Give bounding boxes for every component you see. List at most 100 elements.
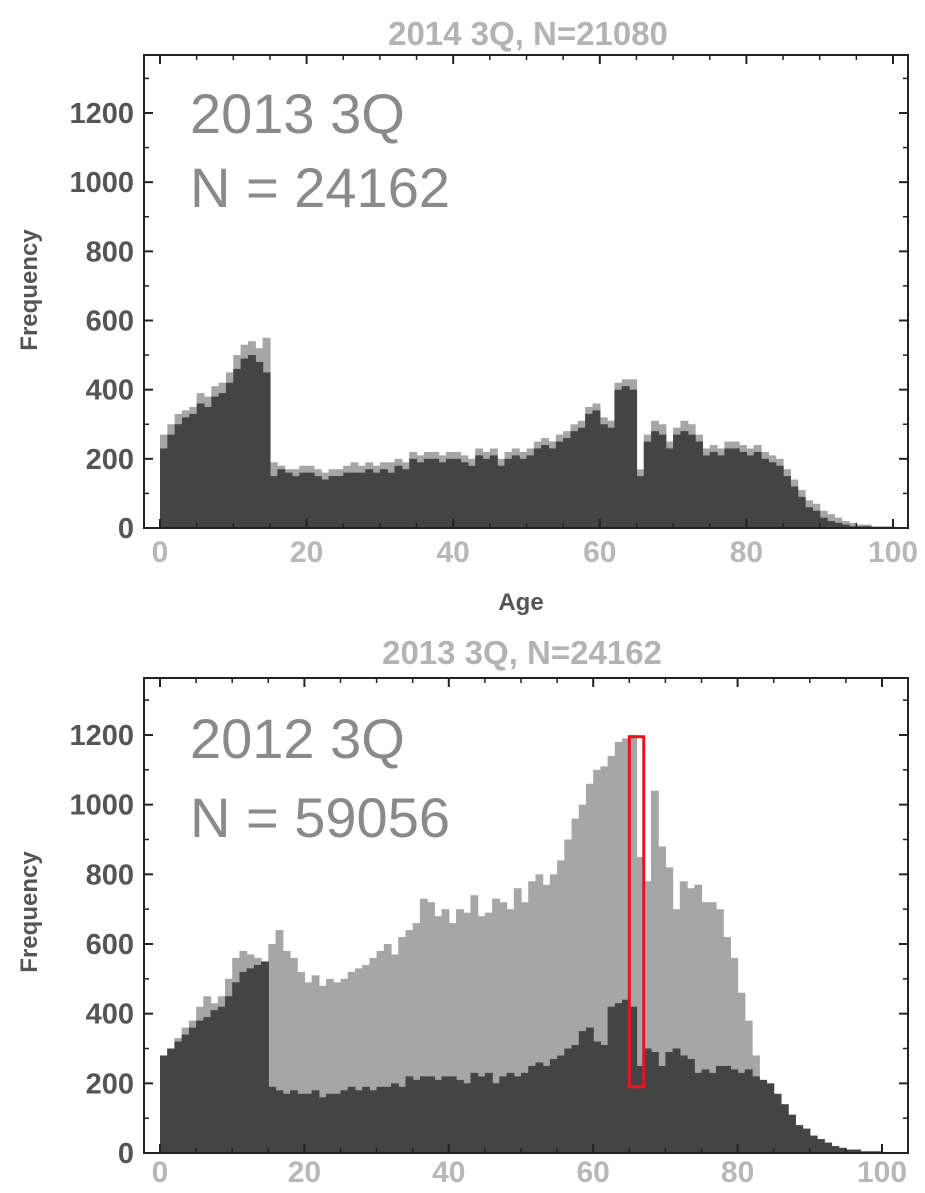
bar xyxy=(694,1072,703,1153)
bar xyxy=(528,1065,537,1153)
bar xyxy=(460,462,469,528)
bar xyxy=(311,1090,320,1153)
bar xyxy=(160,1055,168,1153)
x-tick-label: 100 xyxy=(857,1156,907,1189)
bar xyxy=(513,888,522,1153)
y-tick-label: 1200 xyxy=(69,720,134,752)
bar xyxy=(181,1034,190,1153)
bar xyxy=(181,417,190,528)
bar xyxy=(484,1072,493,1153)
bar xyxy=(255,362,264,528)
bar xyxy=(643,1048,652,1153)
bar xyxy=(326,978,334,1153)
bar xyxy=(489,455,498,529)
bar xyxy=(577,427,586,528)
bar xyxy=(284,472,293,528)
bar xyxy=(318,1097,327,1153)
series-2 xyxy=(160,961,883,1153)
bar xyxy=(708,1072,717,1153)
bar xyxy=(599,424,608,528)
bar xyxy=(240,358,249,528)
bar xyxy=(434,1079,443,1153)
bar xyxy=(282,950,291,1153)
y-tick-label: 600 xyxy=(86,929,134,961)
bar xyxy=(304,982,313,1153)
bar xyxy=(731,448,740,528)
bar xyxy=(724,448,733,528)
bar xyxy=(477,1076,486,1153)
bar xyxy=(629,735,638,1153)
bar xyxy=(196,1020,204,1153)
bar xyxy=(431,458,440,528)
y-axis-label: Frequency xyxy=(16,229,43,351)
bar xyxy=(354,1090,363,1153)
bar xyxy=(357,472,366,528)
bar xyxy=(797,496,806,529)
bar xyxy=(535,874,544,1153)
bar xyxy=(282,1093,291,1153)
bar xyxy=(340,978,349,1153)
bar xyxy=(448,923,457,1153)
bar xyxy=(737,1072,746,1153)
bar xyxy=(499,1076,508,1153)
bar xyxy=(658,1065,666,1153)
bar xyxy=(629,389,638,528)
bar xyxy=(224,996,233,1153)
bar xyxy=(600,766,609,1153)
x-tick-label: 0 xyxy=(152,1156,169,1189)
bar xyxy=(253,964,262,1153)
bar xyxy=(239,971,248,1153)
x-tick-label: 20 xyxy=(288,1156,321,1189)
bar xyxy=(636,1065,645,1153)
bar xyxy=(233,368,242,528)
bar xyxy=(304,1093,313,1153)
bar xyxy=(717,455,726,529)
bar xyxy=(809,1135,818,1153)
bar xyxy=(701,1069,710,1153)
bar xyxy=(419,898,428,1153)
x-tick-label: 0 xyxy=(152,536,169,569)
bar xyxy=(350,472,359,528)
bar xyxy=(268,944,277,1153)
chart-1: 2014 3Q, N=21080 0 200 400 600 800 1000 1200 0 20… xyxy=(16,15,918,616)
bar xyxy=(528,881,537,1153)
bar xyxy=(802,1128,811,1153)
bar xyxy=(376,950,385,1153)
bar xyxy=(650,1051,659,1153)
bar xyxy=(571,818,580,1153)
bar xyxy=(643,881,652,1153)
x-tick-label: 60 xyxy=(577,1156,610,1189)
bar xyxy=(441,1076,450,1153)
bar xyxy=(592,410,601,528)
bar xyxy=(275,930,284,1153)
bar xyxy=(188,1027,197,1153)
bar xyxy=(203,406,212,528)
bar xyxy=(824,1142,833,1153)
bar xyxy=(289,957,298,1153)
bar xyxy=(694,884,703,1153)
bar xyxy=(412,923,421,1153)
bar xyxy=(702,455,711,529)
annotation-line-2: N = 59056 xyxy=(190,786,450,849)
x-tick-label: 40 xyxy=(432,1156,465,1189)
bar xyxy=(549,874,558,1153)
bar xyxy=(506,1072,515,1153)
bar xyxy=(636,476,645,529)
bar xyxy=(687,434,696,529)
bar xyxy=(189,413,198,529)
bar xyxy=(225,382,234,528)
y-tick-label: 600 xyxy=(86,306,134,338)
bar xyxy=(795,1125,804,1153)
y-tick-label: 400 xyxy=(86,375,134,407)
bar xyxy=(448,1076,457,1153)
bar xyxy=(262,372,271,529)
bar xyxy=(441,909,450,1153)
bar xyxy=(291,476,300,529)
bar xyxy=(614,741,623,1153)
bar xyxy=(405,930,414,1153)
bar xyxy=(247,355,256,528)
bar xyxy=(542,1065,551,1153)
bar xyxy=(321,479,330,528)
bar xyxy=(739,451,747,528)
bar xyxy=(167,434,176,529)
